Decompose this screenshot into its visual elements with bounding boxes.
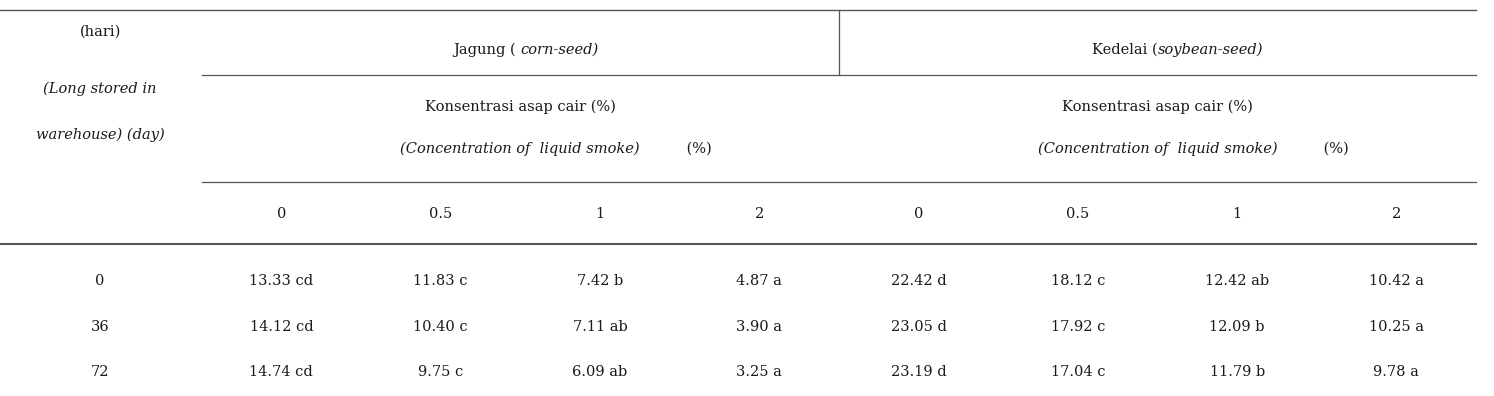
Text: 0.5: 0.5 — [429, 207, 453, 221]
Text: 12.09 b: 12.09 b — [1209, 320, 1265, 334]
Text: 1: 1 — [1233, 207, 1242, 221]
Text: 11.79 b: 11.79 b — [1210, 365, 1265, 379]
Text: 0: 0 — [276, 207, 285, 221]
Text: 22.42 d: 22.42 d — [890, 274, 946, 288]
Text: (hari): (hari) — [79, 25, 121, 39]
Text: (%): (%) — [1319, 141, 1349, 156]
Text: 12.42 ab: 12.42 ab — [1206, 274, 1270, 288]
Text: 2: 2 — [754, 207, 763, 221]
Text: 10.25 a: 10.25 a — [1369, 320, 1424, 334]
Text: 9.75 c: 9.75 c — [418, 365, 463, 379]
Text: 17.92 c: 17.92 c — [1050, 320, 1106, 334]
Text: 2: 2 — [1392, 207, 1401, 221]
Text: (Concentration of  liquid smoke): (Concentration of liquid smoke) — [1038, 141, 1277, 156]
Text: Jagung (: Jagung ( — [453, 42, 520, 57]
Text: warehouse) (day): warehouse) (day) — [36, 128, 164, 142]
Text: 4.87 a: 4.87 a — [737, 274, 783, 288]
Text: 0: 0 — [914, 207, 923, 221]
Text: soybean-seed): soybean-seed) — [1158, 42, 1262, 57]
Text: corn-seed): corn-seed) — [520, 42, 599, 57]
Text: 3.90 a: 3.90 a — [737, 320, 783, 334]
Text: 10.42 a: 10.42 a — [1369, 274, 1424, 288]
Text: 6.09 ab: 6.09 ab — [572, 365, 627, 379]
Text: 13.33 cd: 13.33 cd — [249, 274, 314, 288]
Text: 7.11 ab: 7.11 ab — [572, 320, 627, 334]
Text: 10.40 c: 10.40 c — [414, 320, 468, 334]
Text: 14.12 cd: 14.12 cd — [249, 320, 314, 334]
Text: 11.83 c: 11.83 c — [414, 274, 468, 288]
Text: 3.25 a: 3.25 a — [737, 365, 783, 379]
Text: 9.78 a: 9.78 a — [1373, 365, 1419, 379]
Text: 7.42 b: 7.42 b — [577, 274, 623, 288]
Text: Konsentrasi asap cair (%): Konsentrasi asap cair (%) — [424, 100, 616, 114]
Text: 14.74 cd: 14.74 cd — [249, 365, 314, 379]
Text: (Long stored in: (Long stored in — [43, 82, 157, 96]
Text: Kedelai (: Kedelai ( — [1092, 42, 1158, 57]
Text: Konsentrasi asap cair (%): Konsentrasi asap cair (%) — [1062, 100, 1253, 114]
Text: 23.19 d: 23.19 d — [890, 365, 946, 379]
Text: 0: 0 — [96, 274, 105, 288]
Text: (Concentration of  liquid smoke): (Concentration of liquid smoke) — [400, 141, 639, 156]
Text: 17.04 c: 17.04 c — [1050, 365, 1106, 379]
Text: (%): (%) — [681, 141, 711, 156]
Text: 0.5: 0.5 — [1067, 207, 1089, 221]
Text: 23.05 d: 23.05 d — [890, 320, 947, 334]
Text: 36: 36 — [91, 320, 109, 334]
Text: 18.12 c: 18.12 c — [1050, 274, 1106, 288]
Text: 1: 1 — [596, 207, 605, 221]
Text: 72: 72 — [91, 365, 109, 379]
